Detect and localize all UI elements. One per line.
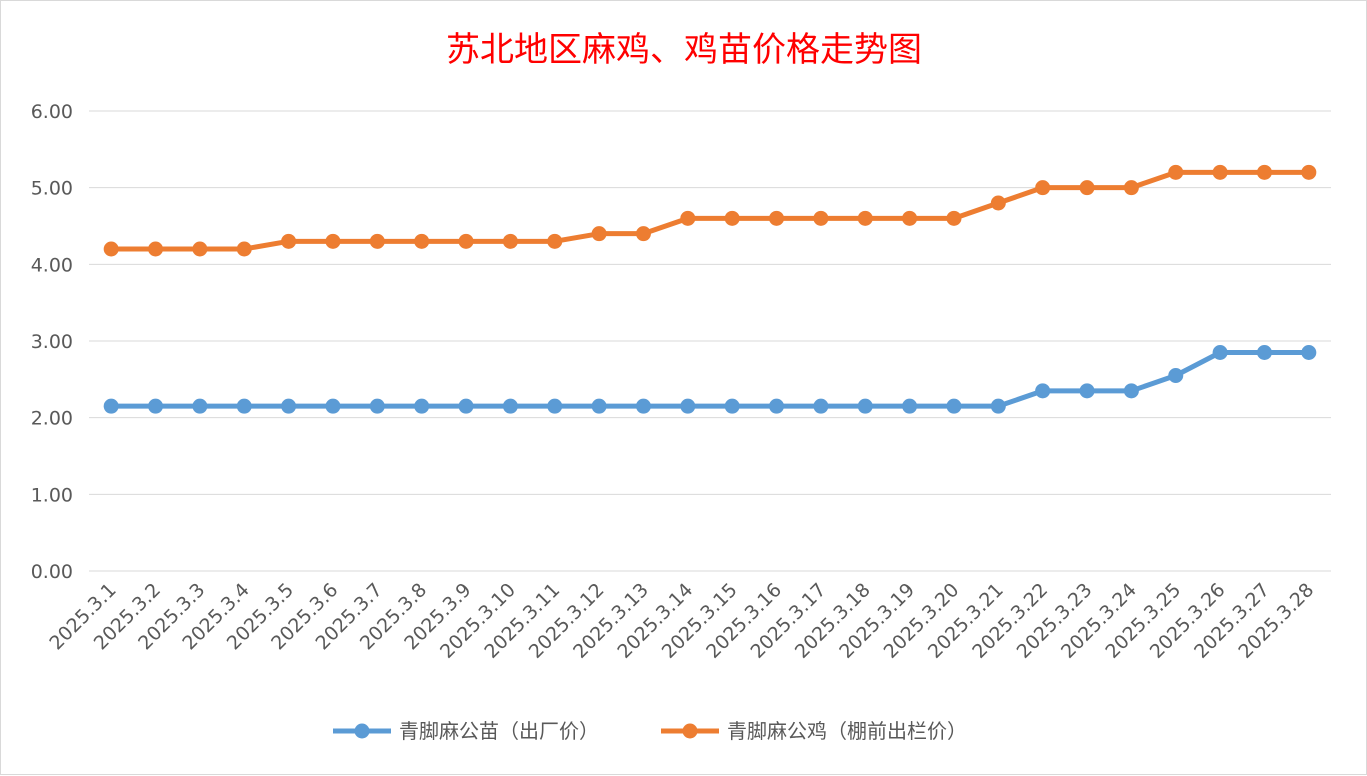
data-point xyxy=(724,398,740,414)
data-point xyxy=(591,226,607,242)
data-point xyxy=(281,233,297,249)
data-point xyxy=(1079,383,1095,399)
data-point xyxy=(1301,164,1317,180)
data-point xyxy=(769,398,785,414)
data-point xyxy=(325,398,341,414)
data-point xyxy=(414,233,430,249)
data-point xyxy=(635,398,651,414)
y-tick-label: 2.00 xyxy=(31,408,73,430)
data-point xyxy=(1256,345,1272,360)
y-tick-label: 5.00 xyxy=(31,178,73,200)
data-point xyxy=(369,233,385,249)
y-tick-label: 6.00 xyxy=(31,101,73,123)
series-2 xyxy=(103,164,1317,257)
series-lines xyxy=(103,164,1317,414)
data-point xyxy=(1256,164,1272,180)
data-point xyxy=(990,195,1006,211)
data-point xyxy=(680,398,696,414)
data-point xyxy=(857,210,873,226)
y-tick-label: 3.00 xyxy=(31,331,73,353)
data-point xyxy=(946,398,962,414)
data-point xyxy=(103,241,119,257)
y-tick-label: 0.00 xyxy=(31,561,73,583)
data-point xyxy=(236,398,252,414)
legend-label: 青脚麻公鸡（棚前出栏价） xyxy=(727,719,967,743)
data-point xyxy=(414,398,430,414)
data-point xyxy=(547,233,563,249)
series-1 xyxy=(103,345,1317,414)
data-point xyxy=(813,210,829,226)
data-point xyxy=(1168,164,1184,180)
data-point xyxy=(902,210,918,226)
data-point xyxy=(192,398,208,414)
data-point xyxy=(236,241,252,257)
data-point xyxy=(857,398,873,414)
data-point xyxy=(502,398,518,414)
data-point xyxy=(1168,368,1184,383)
data-point xyxy=(458,233,474,249)
data-point xyxy=(902,398,918,414)
y-tick-label: 1.00 xyxy=(31,484,73,506)
y-tick-label: 4.00 xyxy=(31,254,73,276)
data-point xyxy=(813,398,829,414)
data-point xyxy=(502,233,518,249)
data-point xyxy=(724,210,740,226)
data-point xyxy=(148,398,164,414)
data-point xyxy=(635,226,651,242)
legend: 青脚麻公苗（出厂价） 青脚麻公鸡（棚前出栏价） xyxy=(333,719,967,743)
data-point xyxy=(591,398,607,414)
data-point xyxy=(1212,164,1228,180)
data-point xyxy=(1035,180,1051,196)
legend-label: 青脚麻公苗（出厂价） xyxy=(399,719,599,743)
series-line xyxy=(111,169,1309,252)
data-point xyxy=(1079,180,1095,196)
y-axis-ticks: 0.00 1.00 2.00 3.00 4.00 5.00 6.00 xyxy=(31,101,73,583)
data-point xyxy=(946,210,962,226)
data-point xyxy=(1123,383,1139,399)
data-point xyxy=(1123,180,1139,196)
data-point xyxy=(1035,383,1051,399)
data-point xyxy=(990,398,1006,414)
data-point xyxy=(281,398,297,414)
data-point xyxy=(1301,345,1317,360)
series-line xyxy=(111,350,1309,409)
data-point xyxy=(148,241,164,257)
data-point xyxy=(458,398,474,414)
x-axis-ticks: 2025.3.12025.3.22025.3.32025.3.42025.3.5… xyxy=(45,579,1318,663)
data-point xyxy=(769,210,785,226)
data-point xyxy=(369,398,385,414)
data-point xyxy=(547,398,563,414)
legend-swatch-marker xyxy=(354,723,370,739)
data-point xyxy=(680,210,696,226)
grid-lines xyxy=(89,110,1331,572)
data-point xyxy=(192,241,208,257)
data-point xyxy=(1212,345,1228,360)
legend-swatch-marker xyxy=(682,723,698,739)
data-point xyxy=(325,233,341,249)
chart-title: 苏北地区麻鸡、鸡苗价格走势图 xyxy=(446,30,922,70)
data-point xyxy=(103,398,119,414)
